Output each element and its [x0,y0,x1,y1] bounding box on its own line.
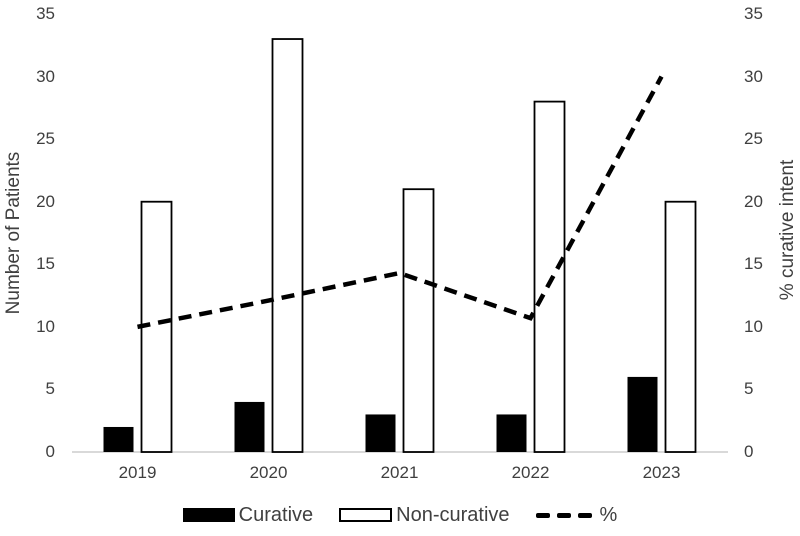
bar-curative-2019 [103,426,134,452]
x-axis-tick-2022: 2022 [511,463,550,482]
right-axis-tick-10: 10 [744,317,763,336]
legend: Curative Non-curative % [0,500,800,530]
bar-curative-2023 [627,376,658,452]
legend-label-non-curative: Non-curative [396,503,510,526]
legend-item-curative: Curative [182,503,314,527]
legend-label-percent: % [599,503,618,526]
bar-curative-2022 [496,414,527,452]
left-axis-tick-20: 20 [36,192,55,211]
x-axis-tick-2023: 2023 [642,463,681,482]
right-axis-tick-30: 30 [744,67,763,86]
right-axis-tick-25: 25 [744,129,763,148]
left-axis-tick-15: 15 [36,254,55,273]
legend-label-curative: Curative [238,503,314,526]
left-axis-tick-0: 0 [45,442,55,461]
legend-item-non-curative: Non-curative [339,503,510,527]
bar-non-curative-2023 [664,200,697,453]
bar-non-curative-2021 [402,188,435,453]
right-axis-tick-0: 0 [744,442,754,461]
right-axis-tick-35: 35 [744,4,763,23]
left-axis-tick-30: 30 [36,67,55,86]
left-axis-tick-10: 10 [36,317,55,336]
bar-curative-2020 [234,401,265,452]
percent-line [137,75,664,330]
legend-swatch-dashed-line-icon [535,512,592,518]
left-axis-tick-5: 5 [45,379,55,398]
bar-non-curative-2019 [140,200,173,453]
legend-swatch-filled-bar-icon [182,508,235,522]
left-axis-tick-35: 35 [36,4,55,23]
bar-curative-2021 [365,414,396,452]
right-axis-tick-5: 5 [744,379,754,398]
legend-swatch-outlined-bar-icon [339,508,393,522]
bar-non-curative-2022 [533,100,566,453]
left-axis-tick-25: 25 [36,129,55,148]
x-axis-tick-2019: 2019 [118,463,157,482]
right-axis-tick-20: 20 [744,192,763,211]
right-axis-tick-15: 15 [744,254,763,273]
bar-non-curative-2020 [271,38,304,453]
x-axis-tick-2021: 2021 [380,463,419,482]
x-axis-tick-2020: 2020 [249,463,288,482]
legend-item-percent: % [535,503,618,527]
